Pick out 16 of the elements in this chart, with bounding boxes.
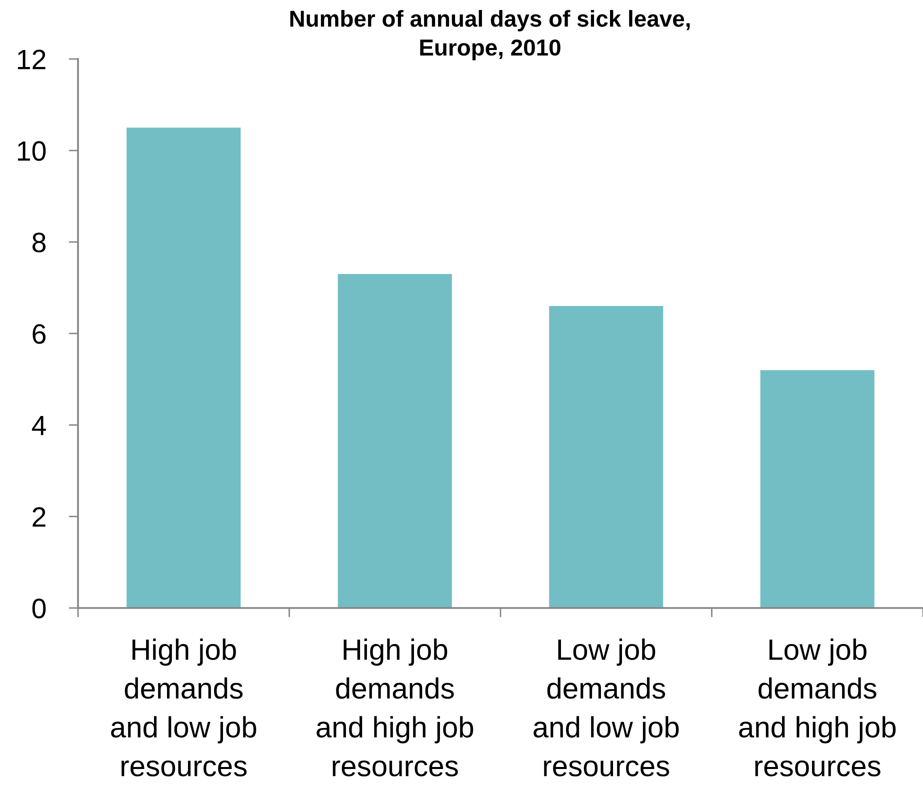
y-tick-label: 6: [32, 324, 46, 344]
y-tick-label: 12: [18, 50, 46, 70]
y-tick-label: 4: [32, 416, 46, 436]
y-tick-label: 0: [32, 598, 46, 618]
x-tick-label: Low job demands and high job resources: [739, 638, 896, 776]
bar: [760, 370, 874, 608]
bar: [338, 274, 452, 608]
x-tick-label: High job demands and high job resources: [316, 638, 474, 776]
y-tick-label: 10: [18, 141, 46, 161]
x-tick-label: High job demands and low job resources: [111, 638, 256, 776]
chart-title: Number of annual days of sick leave, Europe, 2010: [290, 10, 690, 60]
y-tick-label: 2: [32, 507, 46, 527]
y-tick-label: 8: [32, 232, 46, 252]
x-tick-label: Low job demands and low job resources: [534, 638, 679, 776]
bar: [126, 128, 241, 608]
bar: [549, 306, 664, 608]
